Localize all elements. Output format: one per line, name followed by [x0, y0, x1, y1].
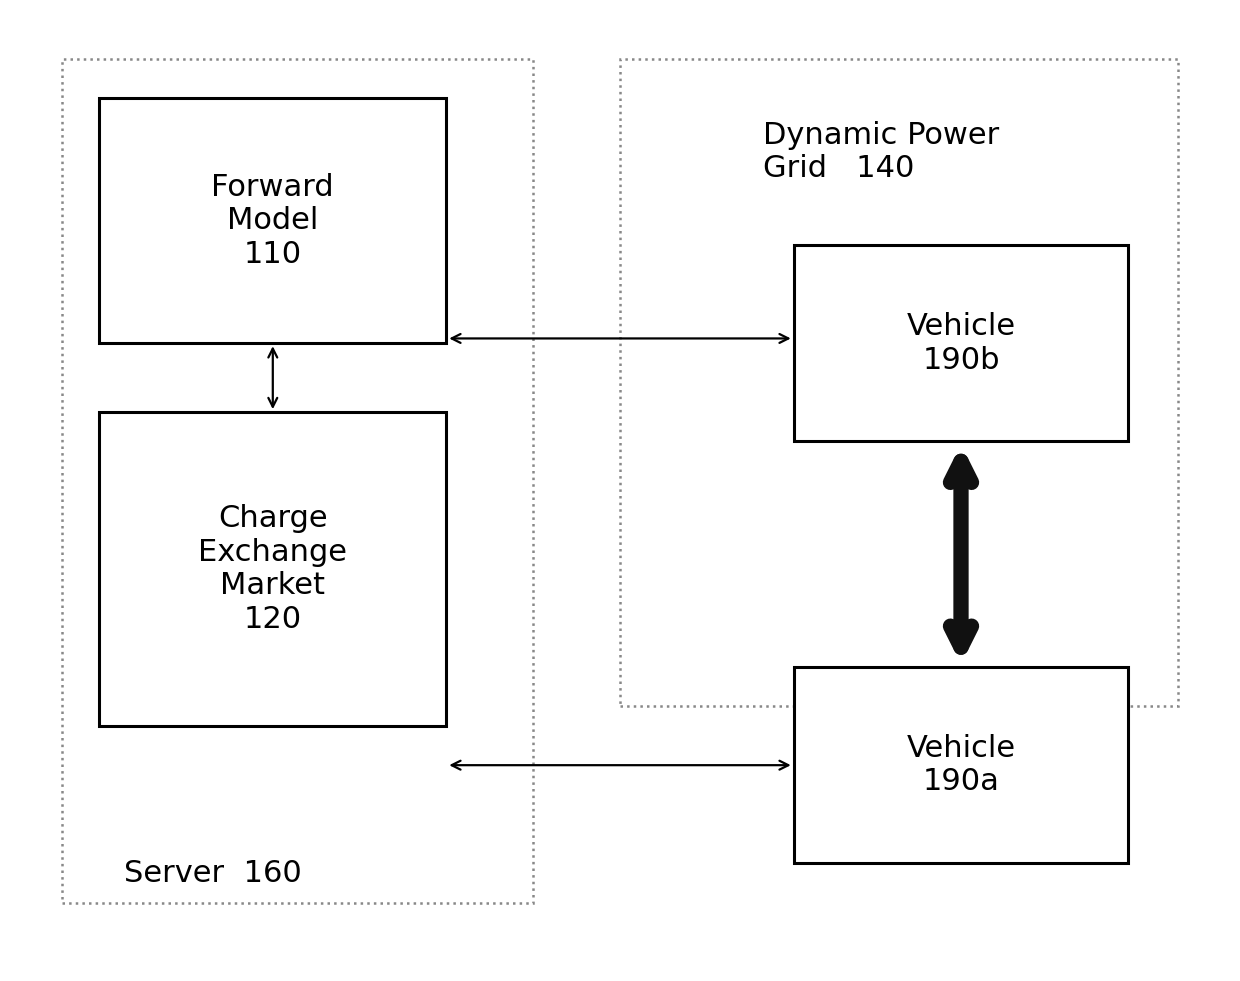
Bar — [794, 667, 1128, 863]
Text: Server  160: Server 160 — [124, 858, 301, 888]
Bar — [794, 245, 1128, 441]
Text: Vehicle
190a: Vehicle 190a — [906, 734, 1016, 797]
Bar — [62, 59, 533, 903]
Text: Forward
Model
110: Forward Model 110 — [212, 173, 334, 269]
Text: Charge
Exchange
Market
120: Charge Exchange Market 120 — [198, 504, 347, 634]
Bar — [99, 98, 446, 343]
Text: Vehicle
190b: Vehicle 190b — [906, 312, 1016, 375]
Bar — [620, 59, 1178, 706]
Text: Dynamic Power
Grid   140: Dynamic Power Grid 140 — [763, 121, 999, 183]
Bar — [99, 412, 446, 726]
